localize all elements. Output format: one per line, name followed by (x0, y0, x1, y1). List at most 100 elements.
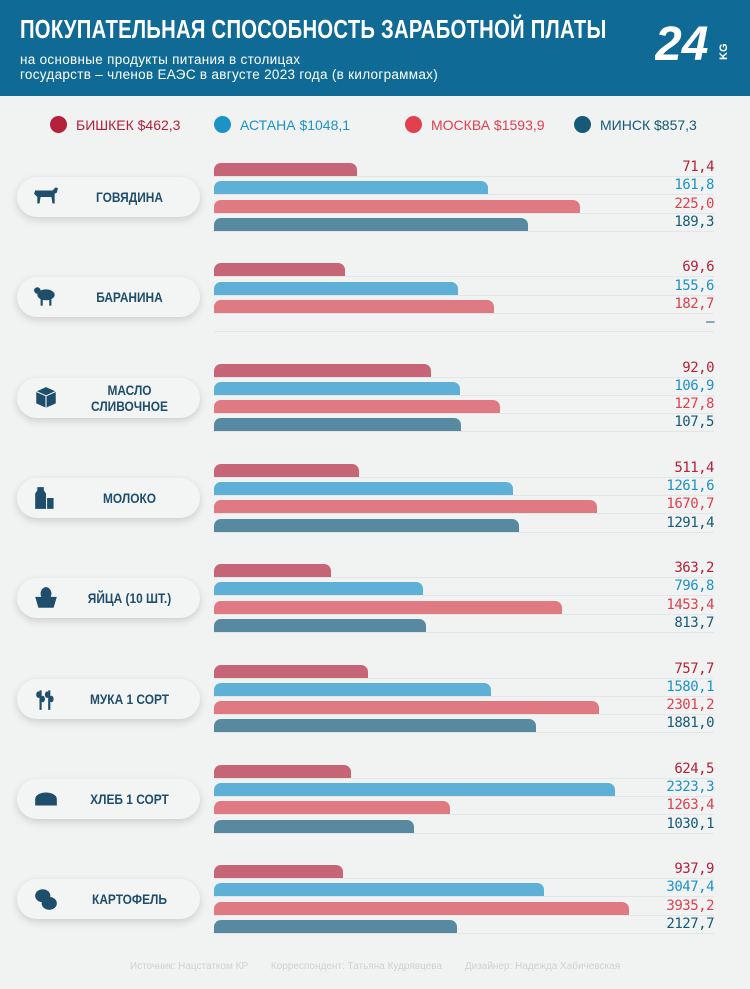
value-label: 1261,6 (666, 478, 714, 495)
value-label: 624,5 (674, 760, 714, 777)
category-group: ЯЙЦА (10 ШТ.) 363,2 796,8 1453,4 813,7 (0, 556, 750, 636)
value-label: 1030,1 (666, 815, 714, 832)
category-label: МУКА 1 СОРТ (17, 678, 200, 719)
butter-cube-icon (36, 386, 56, 408)
bar-track (214, 431, 714, 433)
cow-icon (34, 187, 58, 204)
category-name: БАРАНИНА (96, 289, 163, 306)
bar (214, 199, 580, 213)
chart-subtitle: на основные продукты питания в столицах … (20, 52, 438, 82)
category-name: ХЛЕБ 1 СОРТ (90, 790, 169, 807)
bar-track (214, 194, 714, 196)
bar (214, 163, 358, 176)
category-name: МОЛОКО (102, 489, 156, 506)
value-label: 182,7 (674, 295, 714, 312)
bar (214, 865, 344, 879)
bar-track (214, 932, 714, 934)
bar (214, 664, 368, 678)
value-label: 225,0 (674, 195, 714, 212)
bar (214, 582, 423, 596)
category-group: КАРТОФЕЛЬ 937,9 3047,4 3935,2 2127,7 (0, 857, 750, 937)
source-credit: Источник: Нацстатком КР (129, 961, 249, 972)
category-name: ГОВЯДИНА (96, 189, 163, 205)
legend-label: БИШКЕК $462,3 (76, 116, 181, 133)
value-label: 1291,4 (666, 514, 714, 531)
bar-track (214, 294, 714, 296)
value-label: 1580,1 (666, 678, 714, 695)
bar (214, 299, 494, 313)
bar (214, 463, 359, 477)
value-label: 92,0 (682, 359, 714, 376)
legend-label: МИНСК $857,3 (600, 116, 697, 133)
category-group: МУКА 1 СОРТ 757,7 1580,1 2301,2 1881,0 (0, 657, 750, 737)
bar-track (214, 394, 714, 396)
bar (214, 801, 451, 815)
logo-24kg: 24 KG (655, 18, 730, 66)
value-label: 2127,7 (666, 915, 714, 932)
bar-track (214, 495, 714, 497)
bar (214, 919, 457, 933)
category-name: ЯЙЦА (10 ШТ.) (87, 590, 172, 607)
bar (214, 719, 536, 733)
category-label: МАСЛО СЛИВОЧНОЕ (17, 377, 200, 418)
value-label: 1670,7 (666, 496, 714, 513)
subtitle-line: государств – членов ЕАЭС в августе 2023 … (20, 67, 438, 82)
wheat-icon (36, 689, 54, 710)
bar-track (214, 777, 714, 779)
value-label: 1263,4 (666, 797, 714, 814)
category-label: МОЛОКО (17, 477, 200, 518)
value-label: 71,4 (682, 159, 714, 175)
bar-track (214, 577, 714, 579)
bar-track (214, 230, 714, 232)
footer: Источник: Нацстатком КР Корреспондент: Т… (0, 961, 750, 972)
bar (214, 381, 460, 395)
value-label: 69,6 (682, 259, 714, 276)
value-label: 796,8 (674, 578, 714, 595)
chart-title: ПОКУПАТЕЛЬНАЯ СПОСОБНОСТЬ ЗАРАБОТНОЙ ПЛА… (20, 14, 607, 44)
bar-track (214, 732, 714, 734)
bar (214, 564, 331, 578)
category-name: МАСЛО СЛИВОЧНОЕ (91, 381, 168, 414)
milk-bottle-icon (35, 487, 54, 509)
bar-track (214, 613, 714, 615)
bar-track (214, 513, 714, 515)
category-label: ГОВЯДИНА (17, 177, 200, 217)
value-label: 511,4 (674, 459, 714, 476)
legend-dot (574, 116, 591, 133)
value-label: 155,6 (674, 277, 714, 294)
bar (214, 600, 562, 614)
bar-track (214, 476, 714, 478)
egg-basket-icon (35, 587, 57, 608)
bar-track (214, 896, 714, 898)
bar (214, 418, 461, 432)
legend-item: БИШКЕК $462,3 (50, 116, 180, 133)
bar-track (214, 331, 714, 333)
bar-track (214, 413, 714, 415)
bar-track (214, 595, 714, 597)
legend-item: МОСКВА $1593,9 (405, 116, 545, 133)
category-group: ХЛЕБ 1 СОРТ 624,5 2323,3 1263,4 1030,1 (0, 757, 750, 837)
bar (214, 783, 615, 797)
bar-track (214, 814, 714, 816)
value-label: 1453,4 (666, 596, 714, 613)
bar-track (214, 176, 714, 177)
value-label: 2301,2 (666, 697, 714, 714)
value-label: 107,5 (674, 414, 714, 431)
bar-track (214, 832, 714, 834)
category-label: ЯЙЦА (10 ШТ.) (17, 578, 200, 619)
legend-item: МИНСК $857,3 (574, 116, 697, 133)
value-label: 3935,2 (666, 897, 714, 914)
value-label: – (706, 314, 714, 331)
bar (214, 217, 529, 231)
bar-track (214, 632, 714, 634)
bar-track (214, 312, 714, 314)
legend-label: АСТАНА $1048,1 (240, 116, 351, 133)
legend: БИШКЕК $462,3 АСТАНА $1048,1 МОСКВА $1593,… (0, 114, 750, 138)
legend-dot (405, 116, 422, 133)
value-label: 161,8 (674, 177, 714, 194)
bar-track (214, 914, 714, 916)
legend-item: АСТАНА $1048,1 (214, 116, 350, 133)
value-label: 106,9 (674, 377, 714, 394)
correspondent-credit: Корреспондент: Татьяна Кудрявцева (270, 961, 443, 972)
category-label: КАРТОФЕЛЬ (17, 879, 200, 920)
